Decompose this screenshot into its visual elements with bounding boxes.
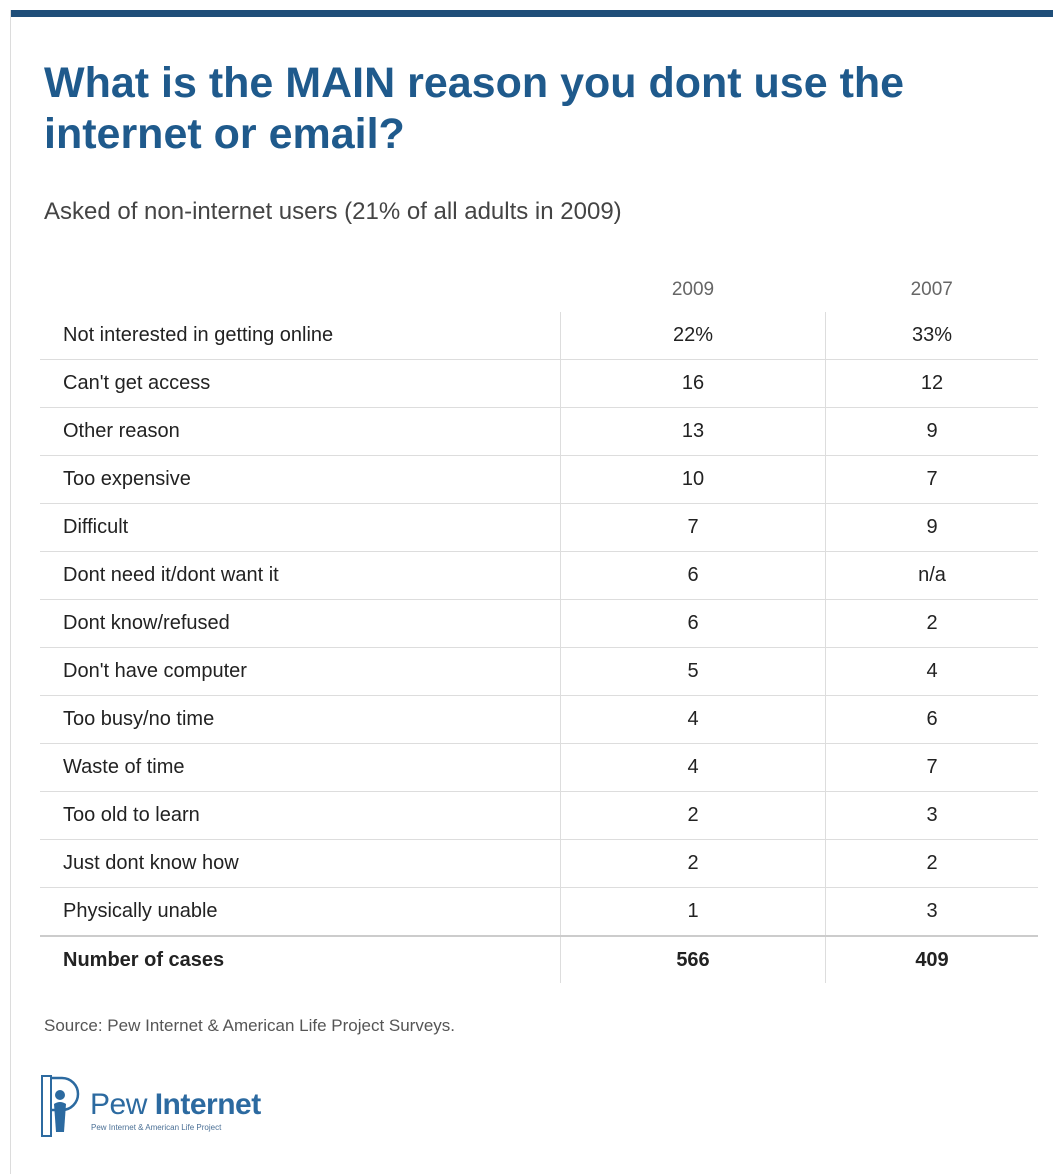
table-row: Dont know/refused 6 2 xyxy=(40,599,1038,648)
value-2007: 2 xyxy=(825,599,1038,648)
table-row: Too busy/no time 4 6 xyxy=(40,695,1038,744)
logo-word-bold: Internet xyxy=(154,1088,262,1121)
row-label: Dont know/refused xyxy=(40,599,561,648)
row-label: Too old to learn xyxy=(40,791,561,840)
logo-wordmark: Pew Internet xyxy=(90,1088,261,1122)
value-2007: 3 xyxy=(825,791,1038,840)
value-2009: 5 xyxy=(560,647,826,696)
table-row: Waste of time 4 7 xyxy=(40,743,1038,792)
chart-frame xyxy=(10,10,1053,1174)
value-2009: 22% xyxy=(560,312,826,360)
row-label: Dont need it/dont want it xyxy=(40,551,561,600)
table-row: Too old to learn 2 3 xyxy=(40,791,1038,840)
header-row: 2009 2007 xyxy=(40,268,1038,312)
value-2007: n/a xyxy=(825,551,1038,600)
logo-tagline: Pew Internet & American Life Project xyxy=(91,1123,222,1132)
row-label: Physically unable xyxy=(40,887,561,936)
value-2009: 10 xyxy=(560,455,826,504)
table-row: Just dont know how 2 2 xyxy=(40,839,1038,888)
value-2007: 12 xyxy=(825,359,1038,408)
row-label: Waste of time xyxy=(40,743,561,792)
row-label: Too expensive xyxy=(40,455,561,504)
table-row: Dont need it/dont want it 6 n/a xyxy=(40,551,1038,600)
chart-title: What is the MAIN reason you dont use the… xyxy=(44,59,905,158)
logo-word-light: Pew xyxy=(90,1088,155,1121)
value-2009: 6 xyxy=(560,599,826,648)
value-2009: 4 xyxy=(560,743,826,792)
row-label: Too busy/no time xyxy=(40,695,561,744)
value-2007: 3 xyxy=(825,887,1038,936)
pew-internet-logo: Pew Internet Pew Internet & American Lif… xyxy=(40,1074,270,1138)
value-2007: 6 xyxy=(825,695,1038,744)
value-2007: 9 xyxy=(825,503,1038,552)
total-2009: 566 xyxy=(560,935,826,983)
table-body: Not interested in getting online 22% 33% Ca… xyxy=(40,312,1038,983)
column-header-2007: 2007 xyxy=(910,279,953,300)
table-row: Physically unable 1 3 xyxy=(40,887,1038,936)
value-2009: 2 xyxy=(560,791,826,840)
total-2007: 409 xyxy=(825,935,1038,983)
table-row: Too expensive 10 7 xyxy=(40,455,1038,504)
value-2007: 4 xyxy=(825,647,1038,696)
value-2009: 16 xyxy=(560,359,826,408)
row-label: Can't get access xyxy=(40,359,561,408)
value-2007: 33% xyxy=(825,312,1038,360)
value-2007: 7 xyxy=(825,455,1038,504)
value-2009: 6 xyxy=(560,551,826,600)
value-2009: 7 xyxy=(560,503,826,552)
row-label: Not interested in getting online xyxy=(63,324,334,346)
header-label-column xyxy=(40,268,561,312)
row-label: Other reason xyxy=(40,407,561,456)
row-label: Don't have computer xyxy=(40,647,561,696)
column-header-2009: 2009 xyxy=(671,279,715,300)
table-row: Can't get access 16 12 xyxy=(40,359,1038,408)
total-row: Number of cases 566 409 xyxy=(40,935,1038,983)
value-2009: 13 xyxy=(560,407,826,456)
total-label: Number of cases xyxy=(40,935,561,983)
value-2007: 9 xyxy=(825,407,1038,456)
table-row: Difficult 7 9 xyxy=(40,503,1038,552)
data-table: 2009 2007 Not interested in getting onli… xyxy=(40,268,1038,983)
value-2007: 7 xyxy=(825,743,1038,792)
value-2009: 4 xyxy=(560,695,826,744)
value-2007: 2 xyxy=(825,839,1038,888)
table-row: Don't have computer 5 4 xyxy=(40,647,1038,696)
top-rule xyxy=(11,10,1053,17)
value-2009: 2 xyxy=(560,839,826,888)
value-2009: 1 xyxy=(560,887,826,936)
row-label: Just dont know how xyxy=(40,839,561,888)
row-label: Difficult xyxy=(40,503,561,552)
table-row: Not interested in getting online 22% 33% xyxy=(40,312,1038,360)
chart-subtitle: Asked of non-internet users (21% of all … xyxy=(44,198,622,225)
pew-p-icon xyxy=(41,1075,80,1137)
source-note: Source: Pew Internet & American Life Pro… xyxy=(44,1016,456,1035)
table-row: Other reason 13 9 xyxy=(40,407,1038,456)
